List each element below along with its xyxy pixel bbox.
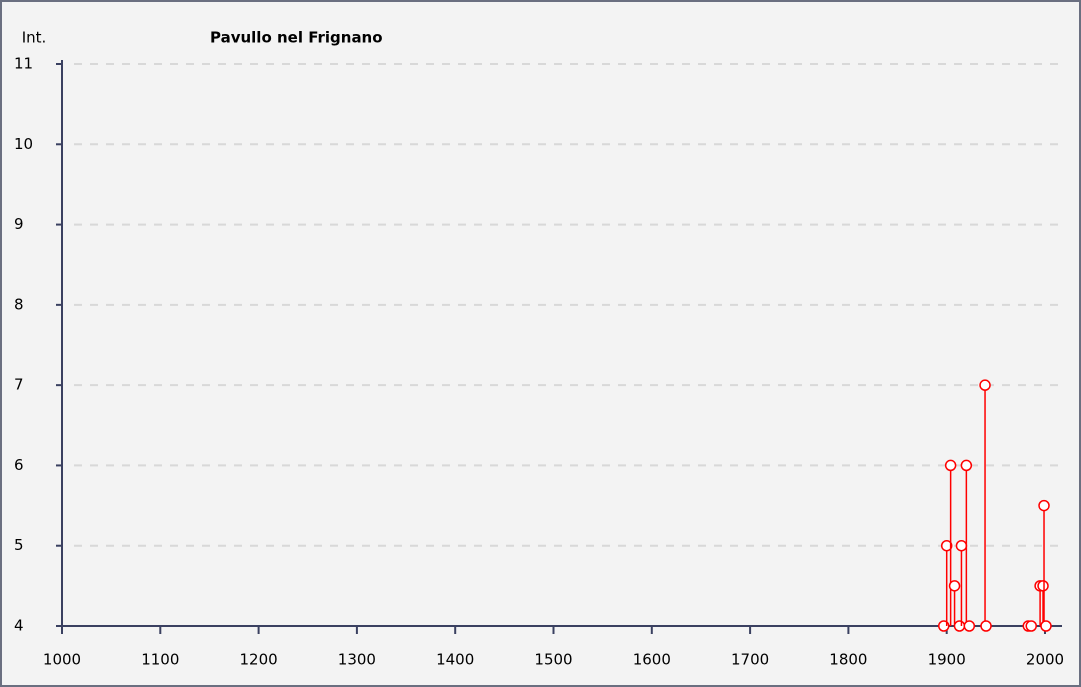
marker <box>944 459 957 472</box>
y-tick-label: 8 <box>14 295 24 313</box>
marker <box>1037 580 1049 592</box>
marker <box>953 620 966 632</box>
x-tick-label: 1200 <box>240 651 278 669</box>
marker <box>955 539 968 552</box>
x-tick-label: 1300 <box>338 651 376 669</box>
marker <box>948 580 961 592</box>
marker <box>1038 499 1050 512</box>
marker <box>963 620 976 632</box>
chart-title: Pavullo nel Frignano <box>210 29 383 47</box>
marker <box>979 379 991 391</box>
x-tick-label: 1100 <box>141 651 179 669</box>
x-tick-label: 1900 <box>928 651 966 669</box>
marker <box>1025 620 1037 632</box>
marker <box>960 459 973 472</box>
x-tick-label: 1000 <box>43 651 81 669</box>
y-tick-label: 10 <box>14 135 33 153</box>
x-tick-label: 1400 <box>436 651 474 669</box>
y-tick-label: 11 <box>14 55 33 73</box>
marker <box>1040 620 1052 632</box>
marker <box>940 539 953 552</box>
y-tick-label: 5 <box>14 536 24 554</box>
x-tick-label: 2000 <box>1026 651 1064 669</box>
x-tick-label: 1700 <box>731 651 769 669</box>
x-tick-label: 1800 <box>829 651 867 669</box>
y-tick-label: 7 <box>14 376 24 394</box>
y-tick-label: 4 <box>14 617 24 635</box>
y-tick-label: 9 <box>14 215 24 233</box>
x-tick-label: 1600 <box>633 651 671 669</box>
y-tick-label: 6 <box>14 456 24 474</box>
x-tick-label: 1500 <box>534 651 572 669</box>
marker <box>980 620 992 632</box>
y-axis-label: Int. <box>22 29 47 47</box>
